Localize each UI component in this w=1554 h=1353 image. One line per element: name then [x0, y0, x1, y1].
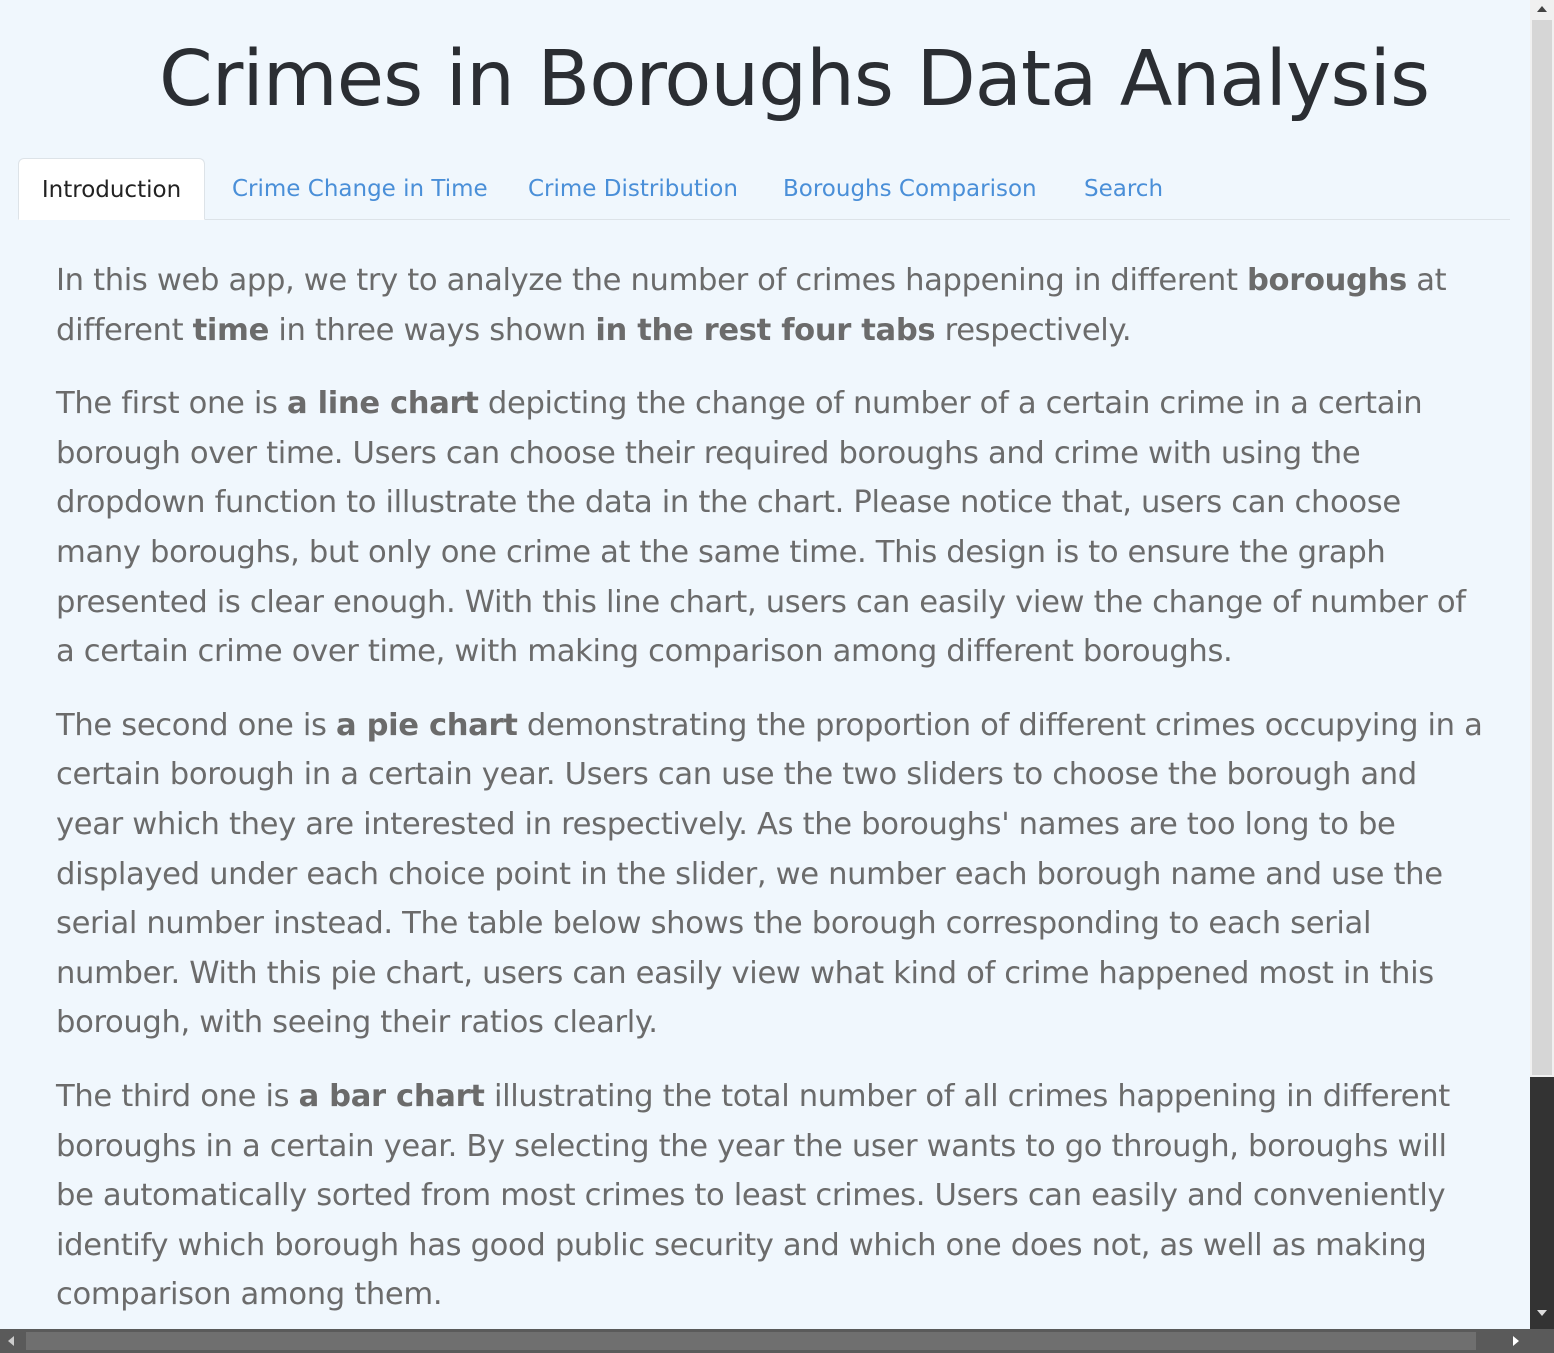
intro-paragraph-2: The first one is a line chart depicting …	[56, 379, 1486, 677]
scrollbar-corner	[1530, 1329, 1554, 1353]
tab-introduction[interactable]: Introduction	[18, 158, 205, 220]
emphasis-text: in the rest four tabs	[595, 313, 935, 348]
emphasis-text: a pie chart	[336, 708, 518, 743]
paragraph-text: The second one is	[56, 708, 336, 743]
page-title: Crimes in Boroughs Data Analysis	[0, 30, 1530, 130]
paragraph-text: respectively.	[935, 313, 1131, 348]
emphasis-text: time	[193, 313, 269, 348]
paragraph-text: The third one is	[56, 1079, 299, 1114]
scroll-down-arrow-icon[interactable]	[1537, 1310, 1547, 1316]
emphasis-text: a bar chart	[299, 1079, 485, 1114]
vertical-scrollbar-track-lower[interactable]	[1530, 1077, 1554, 1329]
page: Crimes in Boroughs Data Analysis Introdu…	[0, 0, 1530, 1329]
horizontal-scrollbar-thumb[interactable]	[26, 1332, 1476, 1350]
tab-crime-distribution[interactable]: Crime Distribution	[528, 158, 738, 219]
vertical-scrollbar-thumb[interactable]	[1532, 20, 1552, 1075]
vertical-scrollbar[interactable]	[1530, 0, 1554, 1329]
paragraph-text: In this web app, we try to analyze the n…	[56, 263, 1247, 298]
scroll-right-arrow-icon[interactable]	[1513, 1336, 1519, 1346]
intro-paragraph-3: The second one is a pie chart demonstrat…	[56, 701, 1486, 1048]
paragraph-text: depicting the change of number of a cert…	[56, 386, 1466, 669]
emphasis-text: boroughs	[1247, 263, 1407, 298]
intro-paragraph-1: In this web app, we try to analyze the n…	[56, 256, 1486, 355]
tab-crime-change-in-time[interactable]: Crime Change in Time	[232, 158, 488, 219]
paragraph-text: demonstrating the proportion of differen…	[56, 708, 1482, 1041]
tab-search[interactable]: Search	[1084, 158, 1163, 219]
paragraph-text: in three ways shown	[269, 313, 595, 348]
intro-content: In this web app, we try to analyze the n…	[56, 256, 1486, 1329]
tab-bar: Introduction Crime Change in Time Crime …	[18, 158, 1510, 220]
scroll-left-arrow-icon[interactable]	[8, 1336, 14, 1346]
paragraph-text: The first one is	[56, 386, 287, 421]
emphasis-text: a line chart	[287, 386, 479, 421]
intro-paragraph-4: The third one is a bar chart illustratin…	[56, 1072, 1486, 1320]
tab-boroughs-comparison[interactable]: Boroughs Comparison	[783, 158, 1037, 219]
scroll-up-arrow-icon[interactable]	[1537, 6, 1547, 12]
horizontal-scrollbar[interactable]	[0, 1329, 1554, 1353]
